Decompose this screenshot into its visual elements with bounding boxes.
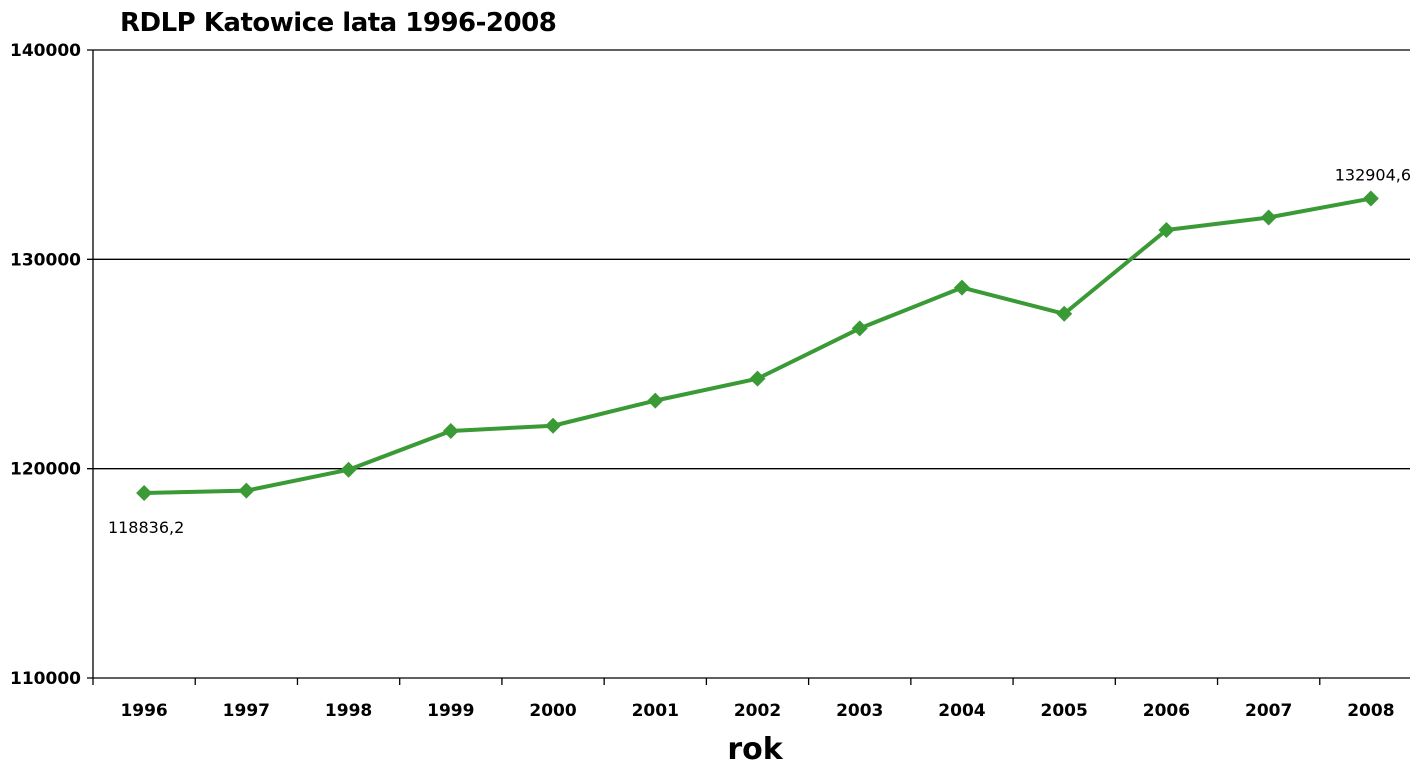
- x-tick-label: 2003: [836, 701, 883, 721]
- data-point: [545, 417, 562, 434]
- data-point: [1056, 305, 1073, 322]
- x-tick-label: 2000: [529, 701, 576, 721]
- y-axis-ticks: 110000 120000 130000 140000: [10, 41, 81, 689]
- x-tick-label: 2001: [632, 701, 679, 721]
- data-point: [1362, 190, 1379, 207]
- data-labels: 118836,2 132904,6: [108, 166, 1410, 537]
- data-label: 132904,6: [1335, 166, 1410, 185]
- data-point: [442, 422, 459, 439]
- data-point: [1260, 209, 1277, 226]
- y-tick-label: 120000: [10, 460, 81, 480]
- data-point: [340, 461, 357, 478]
- x-axis-label: rok: [727, 732, 783, 767]
- x-axis-ticks: 1996 1997 1998 1999 2000 2001 2002 2003 2004 2005…: [92, 678, 1395, 721]
- data-point: [953, 279, 970, 296]
- series-line: [144, 196, 1372, 496]
- data-point: [851, 320, 868, 337]
- x-tick-label: 2005: [1041, 701, 1088, 721]
- series: [136, 190, 1379, 502]
- data-point: [749, 370, 766, 387]
- gridlines: [87, 49, 1410, 679]
- x-tick-label: 1999: [427, 701, 474, 721]
- data-label: 118836,2: [108, 518, 184, 537]
- x-tick-label: 1998: [325, 701, 372, 721]
- x-tick-label: 1996: [120, 701, 167, 721]
- x-tick-label: 2004: [938, 701, 985, 721]
- x-tick-label: 2008: [1347, 701, 1394, 721]
- x-tick-label: 2006: [1143, 701, 1190, 721]
- y-tick-label: 140000: [10, 41, 81, 61]
- y-tick-label: 130000: [10, 250, 81, 270]
- data-point: [647, 392, 664, 409]
- y-tick-label: 110000: [10, 669, 81, 689]
- data-point: [1158, 222, 1175, 239]
- x-tick-label: 2007: [1245, 701, 1292, 721]
- x-tick-label: 2002: [734, 701, 781, 721]
- data-point: [136, 485, 153, 502]
- x-tick-label: 1997: [223, 701, 270, 721]
- data-point: [238, 482, 255, 499]
- chart-title: RDLP Katowice lata 1996-2008: [120, 8, 557, 38]
